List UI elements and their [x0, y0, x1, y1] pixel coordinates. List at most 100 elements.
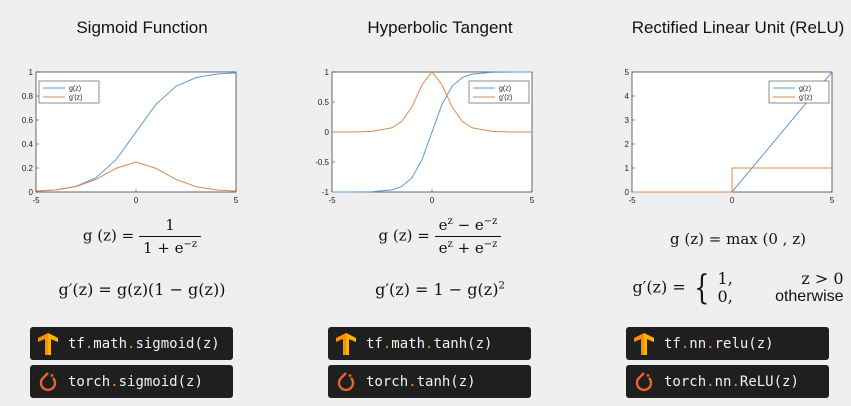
tf-dot-1: . [425, 335, 434, 352]
legend: g(z) g'(z) [768, 80, 830, 104]
tensorflow-logo-icon [634, 332, 654, 355]
torch-part-0: torch [68, 373, 111, 390]
pytorch-logo-icon [635, 371, 653, 391]
tf-dot-0: . [382, 335, 392, 352]
tf-dot-0: . [680, 335, 690, 352]
torch-part-2: tanh(z) [416, 373, 476, 390]
tf-part-0: tf [366, 335, 383, 352]
x-tick-label: 5 [830, 196, 835, 205]
tanh-formula-g-lhs: g (z) = [378, 226, 430, 245]
tf-part-4: relu(z) [714, 335, 774, 352]
relu-title: Rectified Linear Unit (ReLU) [631, 18, 845, 37]
relu-case-row: 1, z > 0 [718, 270, 844, 288]
legend-label: g'(z) [499, 95, 512, 102]
tanh-den-a: e [438, 239, 448, 257]
y-tick-label: 0.2 [22, 164, 34, 173]
legend-label: g(z) [799, 86, 811, 93]
y-tick-label: 1 [29, 68, 34, 77]
torch-part-4: ReLU(z) [739, 373, 799, 390]
y-tick-label: -1 [322, 188, 330, 197]
y-tick-label: 0.6 [22, 116, 34, 125]
torch-dot-0: . [408, 373, 417, 390]
tanh-num-sup1: z [447, 216, 453, 227]
sigmoid-formula-g-numerator: 1 [138, 216, 202, 237]
tf-tanh-code: tf. math. tanh(z) [328, 327, 531, 360]
torch-dot-0: . [110, 373, 119, 390]
x-tick-label: -5 [628, 196, 636, 205]
y-tick-label: 1 [625, 164, 630, 173]
sigmoid-formula-g-fraction: 1 1 + e−z [138, 216, 202, 257]
torch-part-2: sigmoid(z) [118, 373, 203, 390]
tanh-formula-gprime: g′(z) = 1 − g(z)2 [298, 280, 582, 299]
sigmoid-formula-g-denominator: 1 + e−z [139, 237, 201, 257]
relu-case2-cond: otherwise [775, 288, 844, 305]
legend: g(z) g'(z) [468, 80, 530, 104]
tf-dot-1: . [706, 335, 715, 352]
series-line-g [331, 71, 533, 193]
relu-brace-icon: { [694, 268, 710, 308]
y-tick-label: 0 [29, 188, 34, 197]
tanh-num-sup2: −z [483, 216, 498, 227]
x-tick-label: 0 [730, 196, 735, 205]
relu-panel: Rectified Linear Unit (ReLU) 0 1 2 3 4 5 -5 0 5 g… [596, 0, 851, 406]
x-tick-label: -5 [32, 196, 40, 205]
tensorflow-logo-icon [336, 332, 356, 355]
tf-part-2: math [391, 335, 426, 352]
torch-dot-0: . [706, 373, 715, 390]
tf-part-0: tf [68, 335, 85, 352]
y-tick-label: 3 [625, 116, 630, 125]
y-tick-label: 0.4 [22, 140, 34, 149]
x-tick-label: 0 [430, 196, 435, 205]
tensorflow-logo-icon [38, 332, 58, 355]
pytorch-logo-icon [337, 371, 355, 391]
y-tick-label: 0 [325, 128, 330, 137]
torch-part-0: torch [664, 373, 707, 390]
tanh-formula-g-fraction: ez − e−z ez + e−z [434, 216, 502, 257]
tanh-panel: Hyperbolic Tangent -1 -0.5 0 0.5 1 -5 0 5 g(z) g'… [298, 0, 582, 406]
sigmoid-den-base: 1 + e [142, 239, 184, 257]
relu-case1-val: 1, [717, 269, 733, 288]
x-tick-label: 5 [234, 196, 239, 205]
tanh-den-mid: + e [452, 239, 484, 257]
tanh-num-a: e [438, 216, 448, 234]
y-tick-label: 0 [625, 188, 630, 197]
torch-tanh-code: torch. tanh(z) [328, 365, 531, 398]
relu-case-row: 0, otherwise [718, 288, 844, 306]
sigmoid-chart: 00.20.40.60.81-5 0 5g(z)g'(z) [22, 68, 239, 205]
tanh-formula-g-denominator: ez + e−z [435, 237, 502, 257]
tf-relu-code: tf. nn. relu(z) [626, 327, 829, 360]
tf-dot-0: . [84, 335, 94, 352]
relu-cases: { 1, z > 0 0, otherwise [691, 268, 844, 308]
legend-label: g(z) [499, 86, 511, 93]
relu-case-table: 1, z > 0 0, otherwise [718, 270, 844, 306]
torch-relu-code: torch. nn. ReLU(z) [626, 365, 829, 398]
tf-dot-1: . [127, 335, 136, 352]
sigmoid-panel: Sigmoid Function 0 0.2 0.4 0.6 0.8 1 -5 0 5 g(z) g… [0, 0, 284, 406]
tanh-title: Hyperbolic Tangent [367, 18, 513, 37]
tanh-den-sup2: −z [483, 239, 498, 250]
tf-part-0: tf [664, 335, 681, 352]
series-line-gprime [35, 161, 237, 192]
relu-gp-lhs: g′(z) = [632, 277, 686, 297]
relu-case1-cond: z > 0 [801, 269, 844, 288]
tanh-formula-g-numerator: ez − e−z [434, 216, 502, 237]
sigmoid-den-sup: −z [183, 239, 198, 250]
y-tick-label: 2 [625, 140, 630, 149]
torch-sigmoid-code: torch. sigmoid(z) [30, 365, 233, 398]
legend: g(z) g'(z) [38, 80, 100, 104]
y-tick-label: 0.5 [318, 98, 330, 107]
y-tick-label: 5 [625, 68, 630, 77]
sigmoid-formula-g: g (z) = 1 1 + e−z [0, 216, 284, 257]
series-line-gprime [331, 71, 533, 133]
tf-part-4: tanh(z) [433, 335, 493, 352]
x-tick-label: 0 [134, 196, 139, 205]
tanh-formula-g: g (z) = ez − e−z ez + e−z [298, 216, 582, 257]
sigmoid-formula-g-lhs: g (z) = [82, 226, 135, 245]
tanh-den-sup1: z [447, 239, 453, 250]
y-tick-label: 0.8 [22, 92, 34, 101]
torch-part-0: torch [366, 373, 409, 390]
tanh-gp-text: g′(z) = 1 − g(z) [375, 280, 499, 299]
x-tick-label: 5 [530, 196, 535, 205]
torch-dot-1: . [731, 373, 740, 390]
